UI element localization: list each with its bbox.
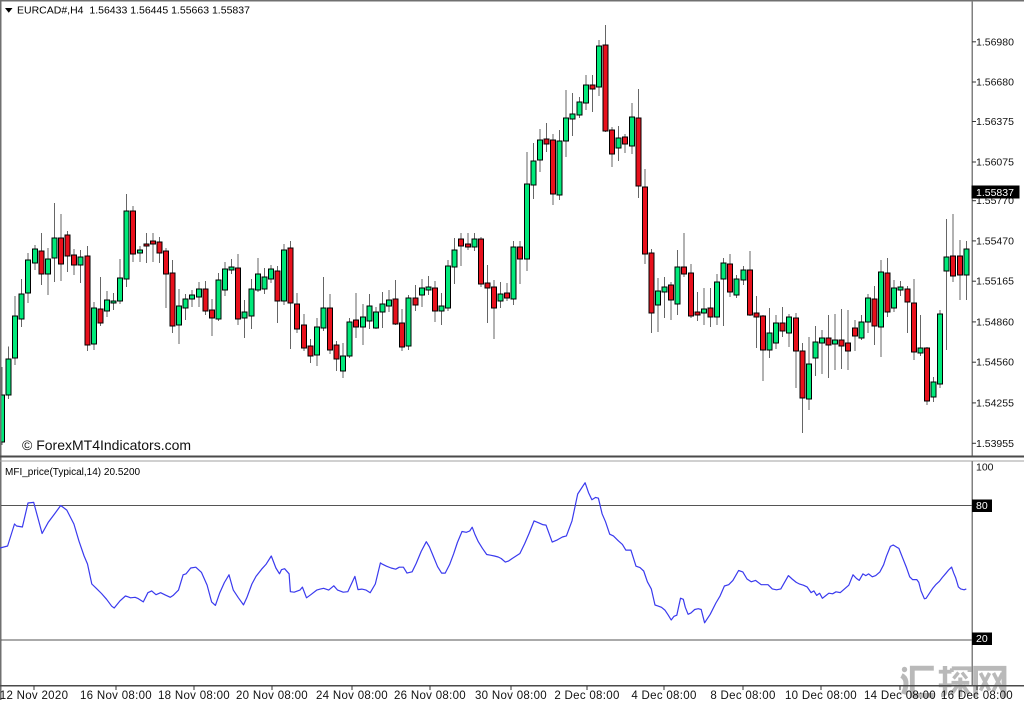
svg-text:20: 20 [976,633,988,645]
svg-text:MFI_price(Typical,14) 20.5200: MFI_price(Typical,14) 20.5200 [5,467,141,478]
svg-text:14 Dec 08:00: 14 Dec 08:00 [864,690,936,702]
svg-text:1.56980: 1.56980 [976,36,1014,48]
svg-text:16 Nov 08:00: 16 Nov 08:00 [80,690,152,702]
svg-text:© ForexMT4Indicators.com: © ForexMT4Indicators.com [22,437,191,453]
svg-text:1.54255: 1.54255 [976,397,1014,409]
svg-text:1.56375: 1.56375 [976,116,1014,128]
svg-text:20 Nov 08:00: 20 Nov 08:00 [236,690,308,702]
svg-text:100: 100 [976,462,994,474]
svg-text:EURCAD#,H4 1.56433 1.56445 1.: EURCAD#,H4 1.56433 1.56445 1.55663 1.558… [17,5,250,17]
svg-text:2 Dec 08:00: 2 Dec 08:00 [554,690,619,702]
svg-text:1.53955: 1.53955 [976,438,1014,450]
svg-text:10 Dec 08:00: 10 Dec 08:00 [785,690,857,702]
svg-text:26 Nov 08:00: 26 Nov 08:00 [394,690,466,702]
svg-text:1.54860: 1.54860 [976,316,1014,328]
svg-text:1.55837: 1.55837 [976,187,1014,199]
svg-text:4 Dec 08:00: 4 Dec 08:00 [631,690,696,702]
svg-text:24 Nov 08:00: 24 Nov 08:00 [316,690,388,702]
svg-text:1.54560: 1.54560 [976,357,1014,369]
svg-text:30 Nov 08:00: 30 Nov 08:00 [475,690,547,702]
svg-text:1.56075: 1.56075 [976,157,1014,169]
svg-text:18 Nov 08:00: 18 Nov 08:00 [158,690,230,702]
svg-text:1.55165: 1.55165 [976,276,1014,288]
svg-text:1.55470: 1.55470 [976,235,1014,247]
svg-text:16 Dec 08:00: 16 Dec 08:00 [941,690,1013,702]
svg-text:1.56680: 1.56680 [976,77,1014,89]
svg-text:8 Dec 08:00: 8 Dec 08:00 [710,690,775,702]
svg-text:80: 80 [976,500,988,512]
svg-text:12 Nov 2020: 12 Nov 2020 [0,690,68,702]
